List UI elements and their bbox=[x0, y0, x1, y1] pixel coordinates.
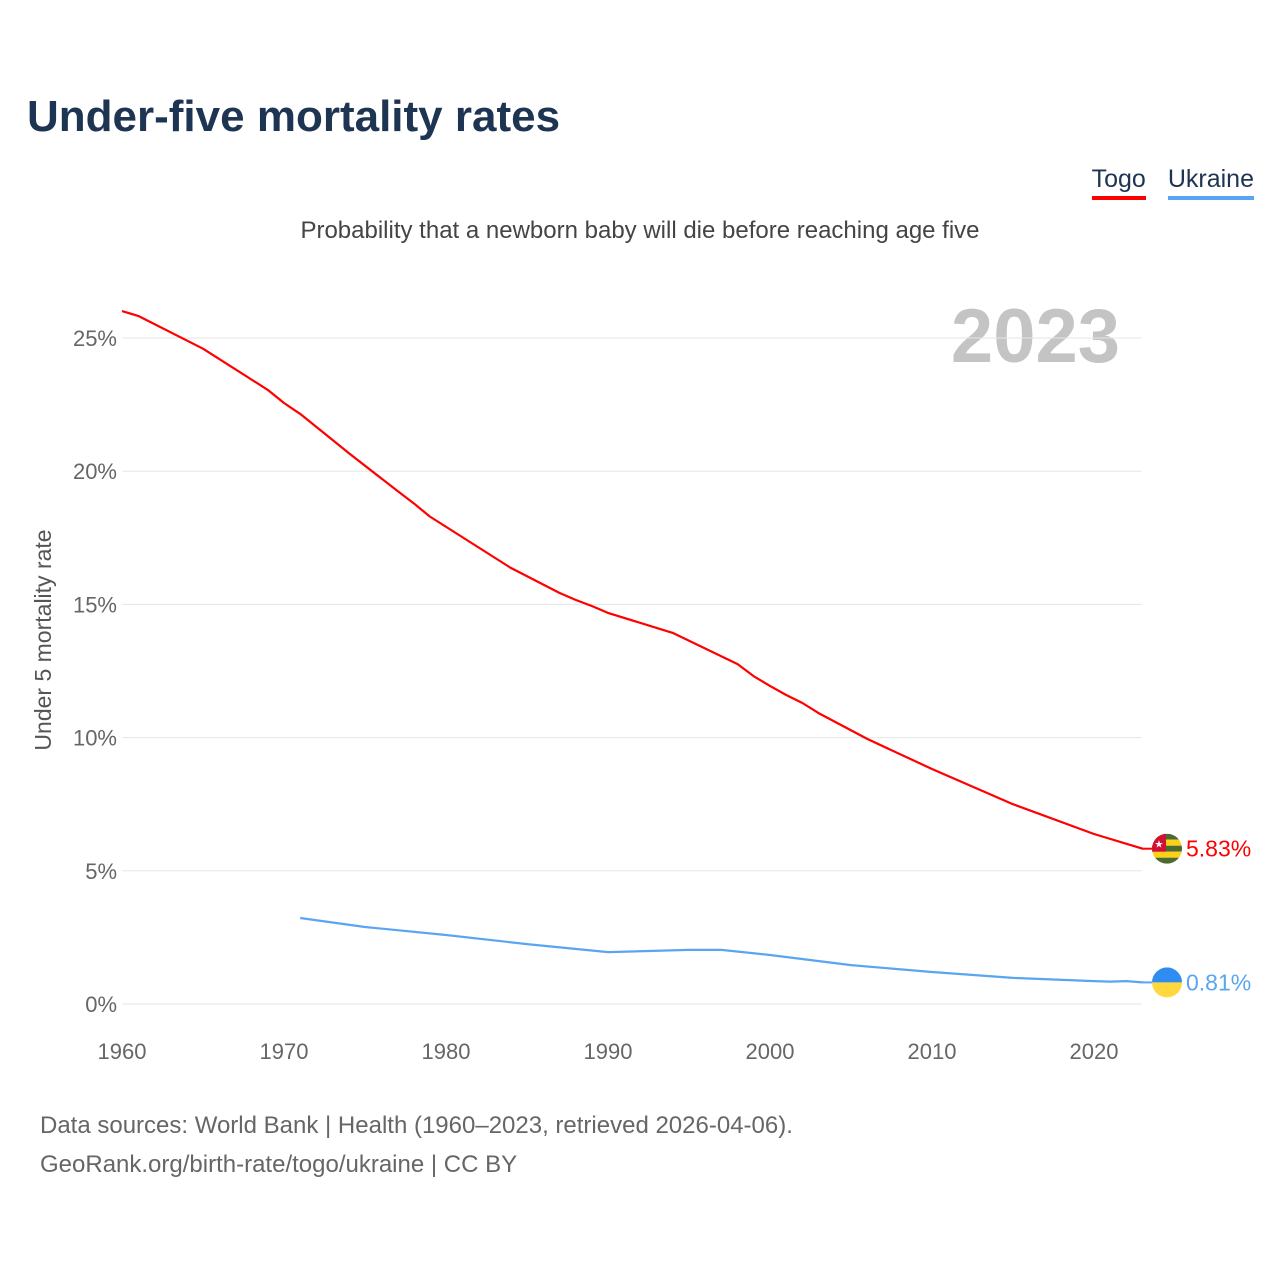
x-tick-label: 1960 bbox=[98, 1039, 147, 1064]
y-tick-label: 5% bbox=[85, 859, 117, 884]
y-tick-label: 0% bbox=[85, 992, 117, 1017]
svg-text:★: ★ bbox=[1155, 840, 1164, 851]
source-line-1: Data sources: World Bank | Health (1960–… bbox=[40, 1112, 793, 1139]
end-value-label: 0.81% bbox=[1186, 969, 1251, 995]
legend: Togo Ukraine bbox=[1091, 165, 1254, 200]
y-tick-label: 10% bbox=[73, 726, 117, 751]
x-tick-label: 1970 bbox=[260, 1039, 309, 1064]
source-note: Data sources: World Bank | Health (1960–… bbox=[40, 1106, 793, 1184]
x-tick-label: 2010 bbox=[908, 1039, 957, 1064]
chart-title: Under-five mortality rates bbox=[27, 92, 561, 141]
x-tick-label: 1980 bbox=[422, 1039, 471, 1064]
plot-area: 2023 Under 5 mortality rate 0% 5% 10% 15% 20… bbox=[30, 294, 1251, 1064]
x-tick-label: 2020 bbox=[1070, 1039, 1119, 1064]
y-tick-label: 20% bbox=[73, 459, 117, 484]
year-watermark: 2023 bbox=[951, 294, 1120, 379]
y-tick-label: 25% bbox=[73, 326, 117, 351]
end-value-label: 5.83% bbox=[1186, 836, 1251, 862]
chart-subtitle: Probability that a newborn baby will die… bbox=[300, 217, 980, 244]
legend-togo[interactable]: Togo bbox=[1091, 165, 1146, 200]
ukraine-flag-icon bbox=[1152, 967, 1182, 998]
series-line-ukraine bbox=[300, 916, 1143, 984]
legend-ukraine[interactable]: Ukraine bbox=[1167, 165, 1254, 200]
y-axis-label: Under 5 mortality rate bbox=[30, 529, 56, 750]
y-tick-label: 15% bbox=[73, 592, 117, 617]
x-tick-label: 1990 bbox=[584, 1039, 633, 1064]
x-tick-label: 2000 bbox=[746, 1039, 795, 1064]
source-line-2[interactable]: GeoRank.org/birth-rate/togo/ukraine | CC… bbox=[40, 1151, 518, 1178]
series-line-togo bbox=[121, 310, 1143, 850]
togo-flag-icon: ★ bbox=[1152, 833, 1182, 864]
